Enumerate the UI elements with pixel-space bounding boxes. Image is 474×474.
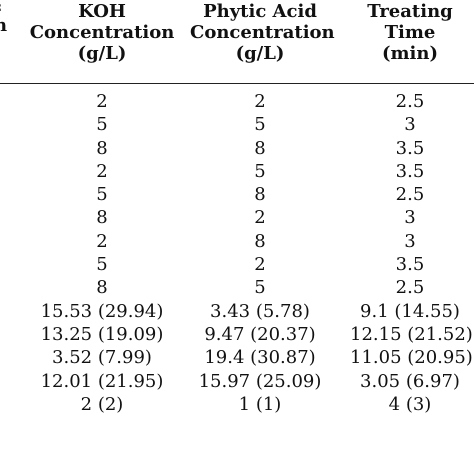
koh-cell: 15.53 (29.94)	[40, 300, 164, 322]
phytic-cell: 19.4 (30.87)	[204, 347, 316, 369]
header-koh-concentration: KOH Concentration (g/L)	[14, 1, 190, 64]
time-cell: 2.5	[395, 184, 425, 206]
phytic-cell: 5	[254, 160, 266, 182]
time-cell: 3.05 (6.97)	[360, 370, 460, 392]
koh-cell: 5	[96, 114, 108, 136]
table-row: 3.52 (7.99) 19.4 (30.87) 11.05 (20.95)	[0, 346, 474, 369]
header-time-line3: (min)	[381, 43, 438, 64]
phytic-cell: 9.47 (20.37)	[204, 323, 316, 345]
header-phytic-line2: Concentration	[190, 22, 335, 43]
table-row: 15.53 (29.94) 3.43 (5.78) 9.1 (14.55)	[0, 300, 474, 323]
header-koh-line2: Concentration	[29, 22, 175, 43]
koh-cell: 2	[96, 230, 108, 252]
phytic-cell: 3.43 (5.78)	[210, 300, 310, 322]
table-row: 2 8 3	[0, 230, 474, 253]
koh-cell: 8	[96, 137, 108, 159]
header-phytic-line3: (g/L)	[235, 43, 285, 64]
table-row: 2 5 3.5	[0, 160, 474, 183]
header-partial-column: 2 n	[0, 1, 14, 36]
koh-cell: 5	[96, 254, 108, 276]
time-cell: 3.5	[395, 160, 425, 182]
time-cell: 3	[404, 114, 416, 136]
phytic-cell: 15.97 (25.09)	[198, 370, 322, 392]
koh-cell: 2	[96, 91, 108, 112]
header-partial-sup: 2	[0, 2, 14, 13]
table-row: 2 2 2.5	[0, 90, 474, 113]
time-cell: 3	[404, 207, 416, 229]
phytic-cell: 8	[254, 184, 266, 206]
time-cell: 12.15 (21.52)	[350, 323, 473, 345]
table-row: 8 8 3.5	[0, 137, 474, 160]
header-phytic-acid-concentration: Phytic Acid Concentration (g/L)	[190, 1, 335, 64]
koh-cell: 13.25 (19.09)	[40, 323, 164, 345]
time-cell: 2.5	[395, 91, 425, 112]
table-row: 5 5 3	[0, 113, 474, 136]
koh-cell: 3.52 (7.99)	[52, 347, 152, 369]
time-cell: 2.5	[395, 277, 425, 299]
phytic-cell: 2	[254, 254, 266, 276]
table-body: 2 2 2.5 5 5 3 8 8 3.5 2 5 3.5 5 8 2.5 8 …	[0, 90, 474, 416]
table-header: 2 n KOH Concentration (g/L) Phytic Acid …	[0, 0, 474, 84]
header-treating-time: Treating Time (min)	[360, 1, 460, 64]
time-cell: 3.5	[395, 254, 425, 276]
header-rule	[0, 83, 474, 84]
table-row: 2 (2) 1 (1) 4 (3)	[0, 393, 474, 416]
header-koh-line1: KOH	[78, 1, 126, 22]
phytic-cell: 5	[254, 277, 266, 299]
phytic-cell: 8	[254, 137, 266, 159]
time-cell: 3.5	[395, 137, 425, 159]
table-row: 13.25 (19.09) 9.47 (20.37) 12.15 (21.52)	[0, 323, 474, 346]
koh-cell: 2	[96, 160, 108, 182]
header-phytic-line1: Phytic Acid	[203, 1, 317, 22]
header-koh-line3: (g/L)	[77, 43, 127, 64]
header-time-line1: Treating	[367, 1, 453, 22]
time-cell: 9.1 (14.55)	[360, 300, 460, 322]
koh-cell: 8	[96, 277, 108, 299]
koh-cell: 12.01 (21.95)	[40, 370, 164, 392]
table-row: 12.01 (21.95) 15.97 (25.09) 3.05 (6.97)	[0, 370, 474, 393]
table-row: 8 2 3	[0, 206, 474, 229]
time-cell: 4 (3)	[388, 393, 432, 415]
phytic-cell: 2	[254, 91, 266, 112]
time-cell: 11.05 (20.95)	[350, 347, 473, 369]
header-partial-text: n	[0, 15, 8, 36]
header-time-line2: Time	[384, 22, 436, 43]
table-row: 5 8 2.5	[0, 183, 474, 206]
table-row: 8 5 2.5	[0, 276, 474, 299]
phytic-cell: 8	[254, 230, 266, 252]
phytic-cell: 5	[254, 114, 266, 136]
phytic-cell: 1 (1)	[238, 393, 282, 415]
time-cell: 3	[404, 230, 416, 252]
koh-cell: 8	[96, 207, 108, 229]
koh-cell: 2 (2)	[80, 393, 124, 415]
phytic-cell: 2	[254, 207, 266, 229]
koh-cell: 5	[96, 184, 108, 206]
table-row: 5 2 3.5	[0, 253, 474, 276]
